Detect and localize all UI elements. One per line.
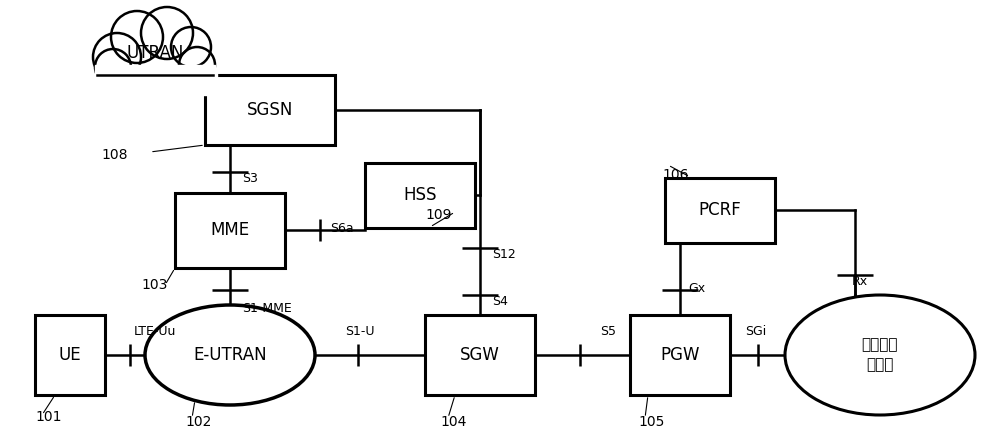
Text: 104: 104 [440,415,466,429]
Text: Rx: Rx [852,275,868,288]
Text: 105: 105 [638,415,664,429]
Text: S3: S3 [242,172,258,185]
Text: UE: UE [59,346,81,364]
Circle shape [95,49,131,85]
Text: 106: 106 [662,168,688,182]
Text: 103: 103 [142,278,168,292]
Text: 109: 109 [426,208,452,222]
Text: PGW: PGW [660,346,700,364]
Bar [365,163,475,228]
Bar [95,65,215,95]
Circle shape [111,11,163,63]
Ellipse shape [785,295,975,415]
Text: S12: S12 [492,248,516,261]
Bar [175,193,285,267]
Text: S4: S4 [492,295,508,308]
Bar [425,315,535,395]
Text: SGW: SGW [460,346,500,364]
Ellipse shape [145,305,315,405]
Circle shape [93,33,141,81]
Text: E-UTRAN: E-UTRAN [193,346,267,364]
Bar [35,315,105,395]
Text: MME: MME [210,221,250,239]
Bar [630,315,730,395]
Circle shape [171,27,211,67]
Text: S1-U: S1-U [345,325,375,338]
Text: SGi: SGi [745,325,766,338]
Text: S1-MME: S1-MME [242,302,292,315]
Text: 运营商服
务网络: 运营商服 务网络 [862,337,898,372]
Text: 102: 102 [185,415,211,429]
Text: 101: 101 [35,410,62,424]
Text: S5: S5 [600,325,616,338]
Text: SGSN: SGSN [247,101,293,119]
Circle shape [141,7,193,59]
Text: 108: 108 [102,148,128,162]
Text: S6a: S6a [330,222,354,235]
Text: PCRF: PCRF [699,201,741,219]
Text: LTE-Uu: LTE-Uu [134,325,176,338]
Circle shape [179,47,215,83]
Bar [665,177,775,243]
Text: HSS: HSS [403,186,437,204]
Bar [93,45,217,80]
Text: UTRAN: UTRAN [126,44,184,62]
Bar [205,75,335,145]
Text: Gx: Gx [688,282,705,295]
